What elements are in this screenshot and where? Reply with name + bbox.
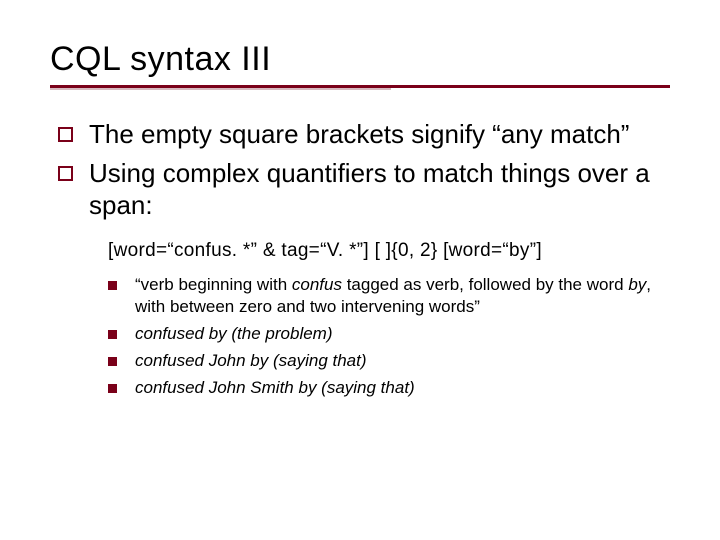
filled-box-icon (108, 330, 117, 339)
list-item: Using complex quantifiers to match thing… (58, 157, 670, 222)
code-example: [word=“confus. *” & tag=“V. *”] [ ]{0, 2… (108, 240, 670, 262)
list-item: confused John by (saying that) (108, 350, 670, 373)
filled-box-icon (108, 357, 117, 366)
list-item: confused by (the problem) (108, 323, 670, 346)
bullet-text: The empty square brackets signify “any m… (89, 118, 629, 151)
main-bullet-list: The empty square brackets signify “any m… (50, 118, 670, 222)
outline-box-icon (58, 127, 73, 142)
outline-box-icon (58, 166, 73, 181)
sub-text: confused John Smith by (saying that) (135, 377, 415, 400)
bullet-text: Using complex quantifiers to match thing… (89, 157, 670, 222)
list-item: confused John Smith by (saying that) (108, 377, 670, 400)
list-item: “verb beginning with confus tagged as ve… (108, 274, 670, 320)
filled-box-icon (108, 281, 117, 290)
sub-text: confused by (the problem) (135, 323, 333, 346)
list-item: The empty square brackets signify “any m… (58, 118, 670, 151)
filled-box-icon (108, 384, 117, 393)
sub-bullet-list: “verb beginning with confus tagged as ve… (50, 274, 670, 401)
slide-title: CQL syntax III (50, 40, 670, 79)
sub-text: confused John by (saying that) (135, 350, 367, 373)
title-underline (50, 85, 670, 90)
sub-text: “verb beginning with confus tagged as ve… (135, 274, 670, 320)
